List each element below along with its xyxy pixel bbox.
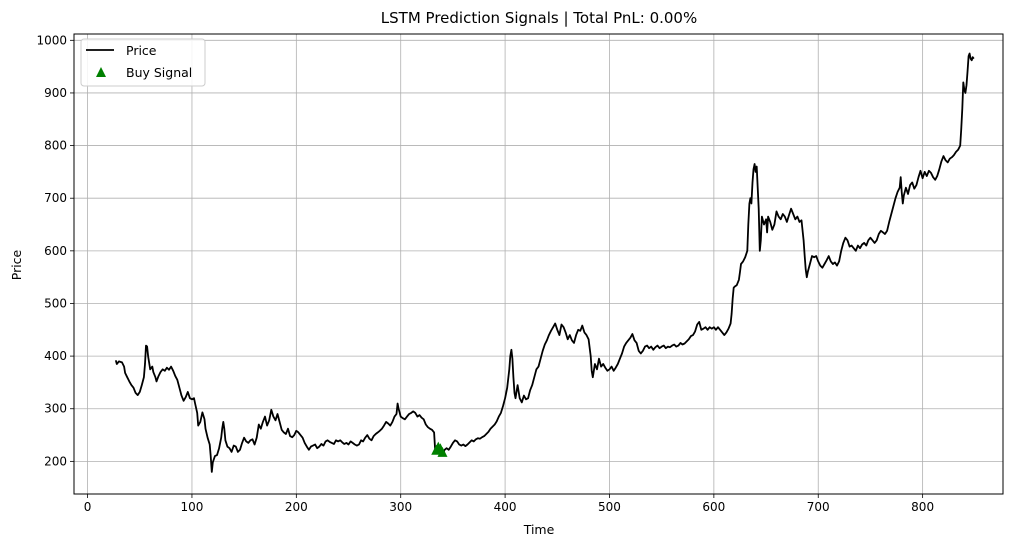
x-tick-label: 0 <box>84 500 92 514</box>
price-series-line <box>114 52 975 473</box>
y-tick-label: 1000 <box>36 33 67 47</box>
x-tick-label: 700 <box>807 500 830 514</box>
axis-ticks: 0 100 200 300 400 500 600 700 800 200 300 400 500 600… <box>36 33 934 514</box>
x-tick-label: 200 <box>285 500 308 514</box>
y-tick-label: 700 <box>44 191 67 205</box>
y-axis-title: Price <box>9 249 24 280</box>
x-tick-label: 400 <box>494 500 517 514</box>
grid-lines <box>74 34 1003 494</box>
x-tick-label: 100 <box>180 500 203 514</box>
plot-area <box>114 52 975 473</box>
legend-buy-signal-label: Buy Signal <box>126 65 192 80</box>
y-tick-label: 400 <box>44 349 67 363</box>
buy-signal-marker <box>437 446 448 457</box>
y-tick-label: 500 <box>44 296 67 310</box>
x-tick-label: 300 <box>389 500 412 514</box>
x-tick-label: 500 <box>598 500 621 514</box>
y-tick-label: 300 <box>44 402 67 416</box>
legend-price-label: Price <box>126 43 157 58</box>
y-tick-label: 600 <box>44 244 67 258</box>
legend-buy-signal-swatch <box>96 67 106 77</box>
x-tick-label: 600 <box>702 500 725 514</box>
chart-title: LSTM Prediction Signals | Total PnL: 0.0… <box>381 9 697 27</box>
axes-frame <box>73 33 1004 495</box>
legend: Price Buy Signal <box>80 38 206 87</box>
y-tick-label: 900 <box>44 86 67 100</box>
y-tick-label: 800 <box>44 139 67 153</box>
x-tick-label: 800 <box>911 500 934 514</box>
y-tick-label: 200 <box>44 454 67 468</box>
x-axis-title: Time <box>523 522 555 537</box>
